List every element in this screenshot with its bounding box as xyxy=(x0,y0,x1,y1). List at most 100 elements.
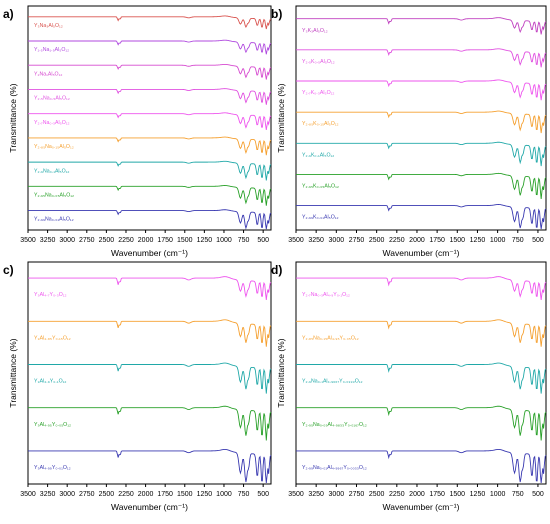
panel-b-x-tick-label: 3000 xyxy=(329,237,345,244)
panel-a-x-tick-label: 750 xyxy=(238,237,250,244)
panel-b-series-line xyxy=(296,79,547,101)
panel-c-x-tick-label: 1000 xyxy=(216,491,232,498)
panel-d-series-label: Y₂.₇Na₀.₃Al₄.₉Y₀.₁O₁₂ xyxy=(302,292,350,298)
panel-b-series-label: Y₂.₇K₀.₃Al₅O₁₂ xyxy=(302,90,334,96)
panel-a-series-line xyxy=(28,160,272,181)
panel-b-series-label: Y₂.₉K₀.₁Al₅O₁₂ xyxy=(302,152,334,158)
panel-c-x-tick-label: 500 xyxy=(257,491,269,498)
panel-a-x-tick-label: 3500 xyxy=(20,237,36,244)
panel-c-label: c) xyxy=(3,263,14,277)
panel-d-x-tick-label: 500 xyxy=(532,491,544,498)
panel-d-x-tick-label: 1000 xyxy=(490,491,506,498)
panel-b-frame xyxy=(295,5,547,231)
panel-a-x-tick-label: 3250 xyxy=(40,237,56,244)
panel-b: b) 3500 3250 3000 2750 2500 2250 2000 1750 1500 12… xyxy=(271,5,547,258)
panel-b-x-tick-label: 2500 xyxy=(369,237,385,244)
panel-d-series-line xyxy=(296,405,547,441)
panel-a-series-label: Y₂.₉₉Na₀.₀₁Al₅O₁₂ xyxy=(34,217,74,223)
panel-b-series-line xyxy=(296,17,547,35)
panel-b-label: b) xyxy=(271,7,282,21)
panel-b-x-tick-label: 1750 xyxy=(429,237,445,244)
panel-b-x-tick-label: 750 xyxy=(512,237,524,244)
panel-d-x-tick-label: 1500 xyxy=(450,491,466,498)
panel-a-series-label: Y₃Na₃Al₅O₁₂ xyxy=(34,23,63,29)
panel-a-series-label: Y₂Na₁Al₅O₁₂ xyxy=(34,71,62,77)
panel-b-x-tick-label: 3250 xyxy=(308,237,324,244)
panel-a-x-tick-label: 2500 xyxy=(99,237,115,244)
panel-c-series-line xyxy=(28,362,272,394)
panel-b-x-tick-label: 2250 xyxy=(389,237,405,244)
panel-d-series-line xyxy=(296,319,547,347)
panel-c-x-axis-label: Wavenumber (cm⁻¹) xyxy=(111,502,188,512)
panel-c-x-tick-label: 1500 xyxy=(177,491,193,498)
panel-c-x-tick-label: 3000 xyxy=(59,491,75,498)
panel-d-x-tick-label: 1750 xyxy=(429,491,445,498)
panel-d-series-label: Y₂.₉Na₀.₁Al₄.₉₆₆₇Y₀.₀₃₃₃O₁₂ xyxy=(302,379,363,385)
panel-d-frame xyxy=(295,261,547,485)
panel-c-series-label: Y₃Al₄.₈₅Y₀.₁₅O₁₂ xyxy=(34,335,71,341)
panel-c-x-tick-label: 750 xyxy=(238,491,250,498)
panel-a-x-tick-label: 1250 xyxy=(197,237,213,244)
panel-c-series-line xyxy=(28,276,272,300)
panel-a-series-line xyxy=(28,63,272,80)
panel-b-x-tick-label: 1250 xyxy=(470,237,486,244)
panel-d-series-label: Y₂.₉₅Na₀.₀₅Al₄.₉₈₃₃Y₀.₀₁₆₇O₁₂ xyxy=(302,422,367,428)
panel-a-x-axis-label: Wavenumber (cm⁻¹) xyxy=(111,248,188,258)
panel-a-x-tick-label: 2750 xyxy=(79,237,95,244)
panel-b-series-label: Y₂.₉₅K₀.₀₅Al₅O₁₂ xyxy=(302,184,339,190)
panel-a-y-axis-label: Transmittance (%) xyxy=(8,83,18,152)
panel-b-series-label: Y₂.₅K₀.₅Al₅O₁₂ xyxy=(302,59,335,65)
panel-a-x-tick-label: 1000 xyxy=(216,237,232,244)
panel-d-x-axis-label: Wavenumber (cm⁻¹) xyxy=(383,502,460,512)
panel-b-series-line xyxy=(296,141,547,167)
panel-c: c) 3500 3250 3000 2750 2500 2250 2000 1750 1500 12… xyxy=(3,261,272,512)
panel-c-series-line xyxy=(28,319,272,347)
panel-d-series-line xyxy=(296,362,547,394)
panel-c-series-label: Y₃Al₄.₉₉Y₀.₀₁O₁₂ xyxy=(34,465,71,471)
panel-a-series-line xyxy=(28,39,272,55)
panel-c-series-line xyxy=(28,405,272,441)
panel-a-x-tick-label: 3000 xyxy=(59,237,75,244)
panel-a-series-label: Y₂.₇Na₀.₃Al₅O₁₂ xyxy=(34,120,70,126)
panel-a-frame xyxy=(27,5,272,231)
panel-a-x-tick-label: 2000 xyxy=(138,237,154,244)
panel-a-x-tick-label: 1750 xyxy=(157,237,173,244)
panel-d-x-tick-label: 2000 xyxy=(409,491,425,498)
panel-b-x-tick-label: 2750 xyxy=(349,237,365,244)
panel-a: a) 3500 3250 3000 2750 2500 2250 2000 1750 1500 12… xyxy=(3,5,272,258)
panel-c-series-label: Y₃Al₄.₇Y₀.₃O₁₂ xyxy=(34,292,67,298)
panel-b-series-label: Y₂.₉₉K₀.₀₁Al₅O₁₂ xyxy=(302,215,339,221)
panel-c-x-tick-label: 1750 xyxy=(157,491,173,498)
panel-d-x-tick-label: 3500 xyxy=(288,491,304,498)
panel-d-x-tick-label: 2250 xyxy=(389,491,405,498)
panel-b-x-tick-label: 2000 xyxy=(409,237,425,244)
panel-c-series-label: Y₃Al₄.₉₅Y₀.₀₅O₁₂ xyxy=(34,422,71,428)
panel-a-series-label: Y₂.₉₅Na₀.₀₅Al₅O₁₂ xyxy=(34,193,74,199)
panel-b-series-line xyxy=(296,172,547,199)
panel-b-series-line xyxy=(296,110,547,134)
panel-c-series-label: Y₃Al₄.₉Y₀.₁O₁₂ xyxy=(34,379,66,385)
panel-c-x-tick-label: 2500 xyxy=(99,491,115,498)
panel-d-x-tick-label: 1250 xyxy=(470,491,486,498)
panel-d: d) 3500 3250 3000 2750 2500 2250 2000 1750 1500 12… xyxy=(271,261,547,512)
panel-c-series-line xyxy=(28,448,272,484)
panel-a-series-label: Y₂.₅Na₀.₅Al₅O₁₂ xyxy=(34,96,70,102)
panel-c-x-tick-label: 2250 xyxy=(118,491,134,498)
panel-b-y-axis-label: Transmittance (%) xyxy=(276,83,286,152)
panel-c-x-tick-label: 1250 xyxy=(197,491,213,498)
panel-a-label: a) xyxy=(3,7,14,21)
panel-a-series-label: Y₁.₅Na₁.₅Al₅O₁₂ xyxy=(34,47,69,53)
panel-a-series-line xyxy=(28,185,272,206)
panel-c-x-tick-label: 2750 xyxy=(79,491,95,498)
panel-d-x-tick-label: 2500 xyxy=(369,491,385,498)
panel-a-x-tick-label: 2250 xyxy=(118,237,134,244)
panel-a-series-label: Y₂.₉Na₀.₁Al₅O₁₂ xyxy=(34,168,69,174)
panel-d-label: d) xyxy=(271,263,282,277)
panel-d-series-label: Y₂.₉₉Na₀.₀₁Al₄.₉₉₆₇Y₀.₀₀₃₃O₁₂ xyxy=(302,465,367,471)
panel-c-x-tick-label: 3250 xyxy=(40,491,56,498)
panel-b-x-tick-label: 3500 xyxy=(288,237,304,244)
panel-a-x-tick-label: 1500 xyxy=(177,237,193,244)
panel-b-series-line xyxy=(296,48,547,68)
panel-d-x-tick-label: 3000 xyxy=(329,491,345,498)
